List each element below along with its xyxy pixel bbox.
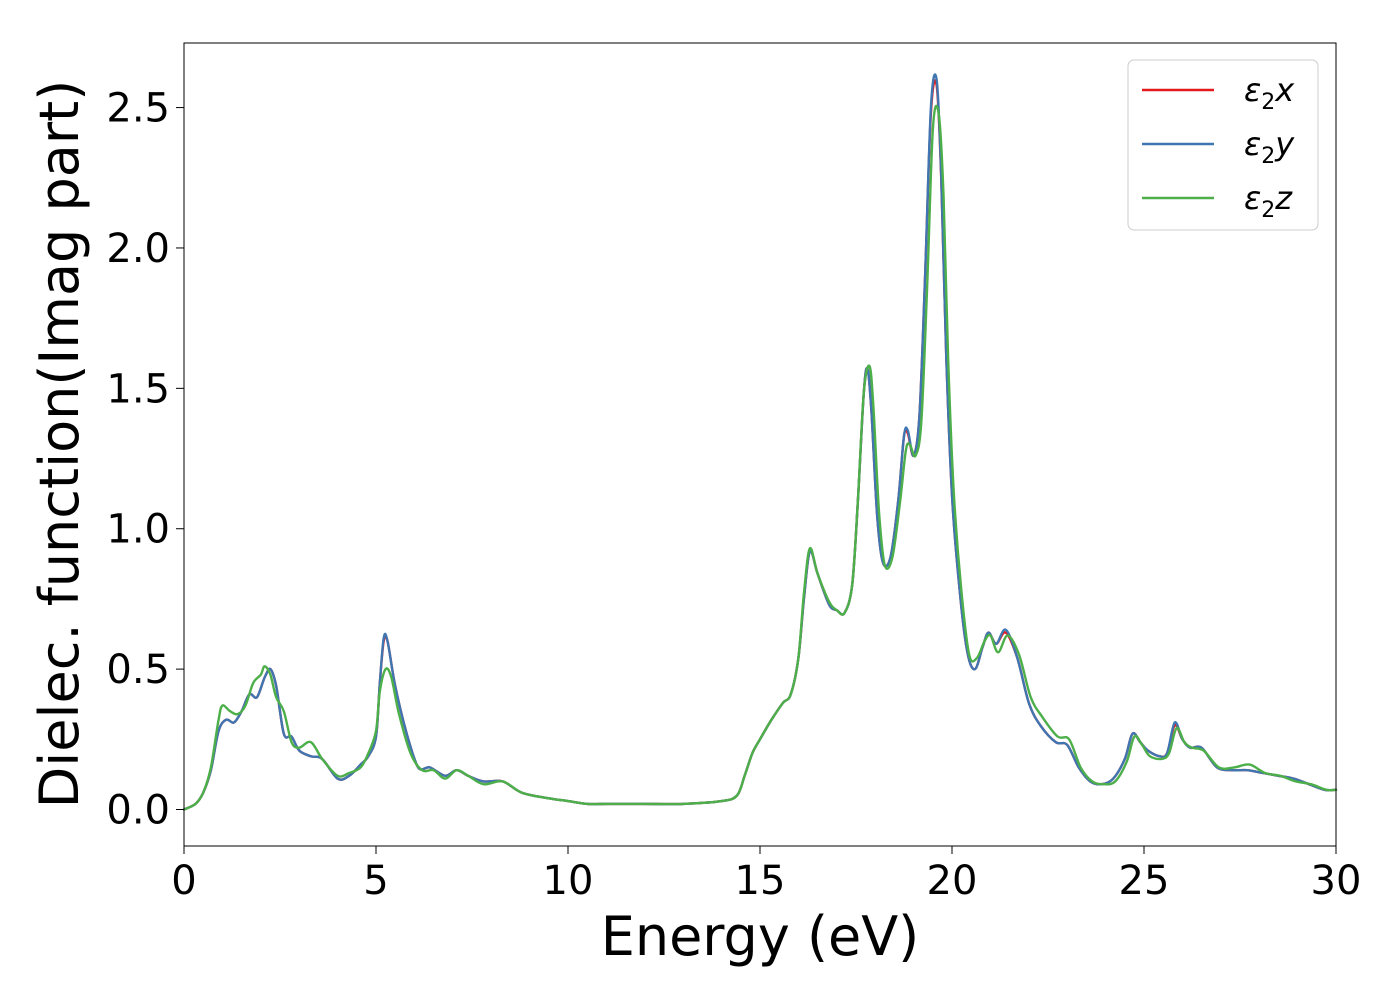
y-tick-label: 1.0 (106, 507, 170, 553)
y-axis-ticks: 0.0 0.5 1.0 1.5 2.0 2.5 (106, 86, 184, 834)
series-line-z (182, 104, 1338, 811)
x-tick-label: 20 (927, 858, 978, 904)
y-tick-label: 0.5 (106, 647, 170, 693)
x-tick-label: 10 (543, 858, 594, 904)
legend-symbol: ε (1244, 125, 1261, 163)
legend-label-x: ε2x (1244, 71, 1295, 115)
legend-subscript: 2 (1261, 198, 1275, 223)
series-group (182, 73, 1338, 811)
y-tick-label: 2.0 (106, 226, 170, 272)
x-tick-label: 5 (363, 858, 388, 904)
legend-variable: z (1274, 179, 1293, 217)
legend-frame (1127, 59, 1319, 231)
x-tick-label: 0 (171, 858, 196, 904)
x-axis-ticks: 0 5 10 15 20 25 30 (171, 846, 1361, 904)
x-tick-label: 30 (1311, 858, 1362, 904)
legend-subscript: 2 (1261, 90, 1275, 115)
legend-symbol: ε (1244, 179, 1261, 217)
legend-variable: x (1274, 71, 1295, 109)
legend-variable: y (1274, 125, 1295, 163)
x-axis-title: Energy (eV) (601, 905, 920, 968)
y-tick-label: 1.5 (106, 366, 170, 412)
y-axis-title: Dielec. function(Imag part) (28, 80, 91, 809)
y-tick-label: 2.5 (106, 86, 170, 132)
y-tick-label: 0.0 (106, 788, 170, 834)
x-tick-label: 25 (1119, 858, 1170, 904)
legend-subscript: 2 (1261, 144, 1275, 169)
legend-label-y: ε2y (1244, 125, 1295, 169)
legend-label-z: ε2z (1244, 179, 1293, 223)
x-tick-label: 15 (735, 858, 786, 904)
legend-symbol: ε (1244, 71, 1261, 109)
